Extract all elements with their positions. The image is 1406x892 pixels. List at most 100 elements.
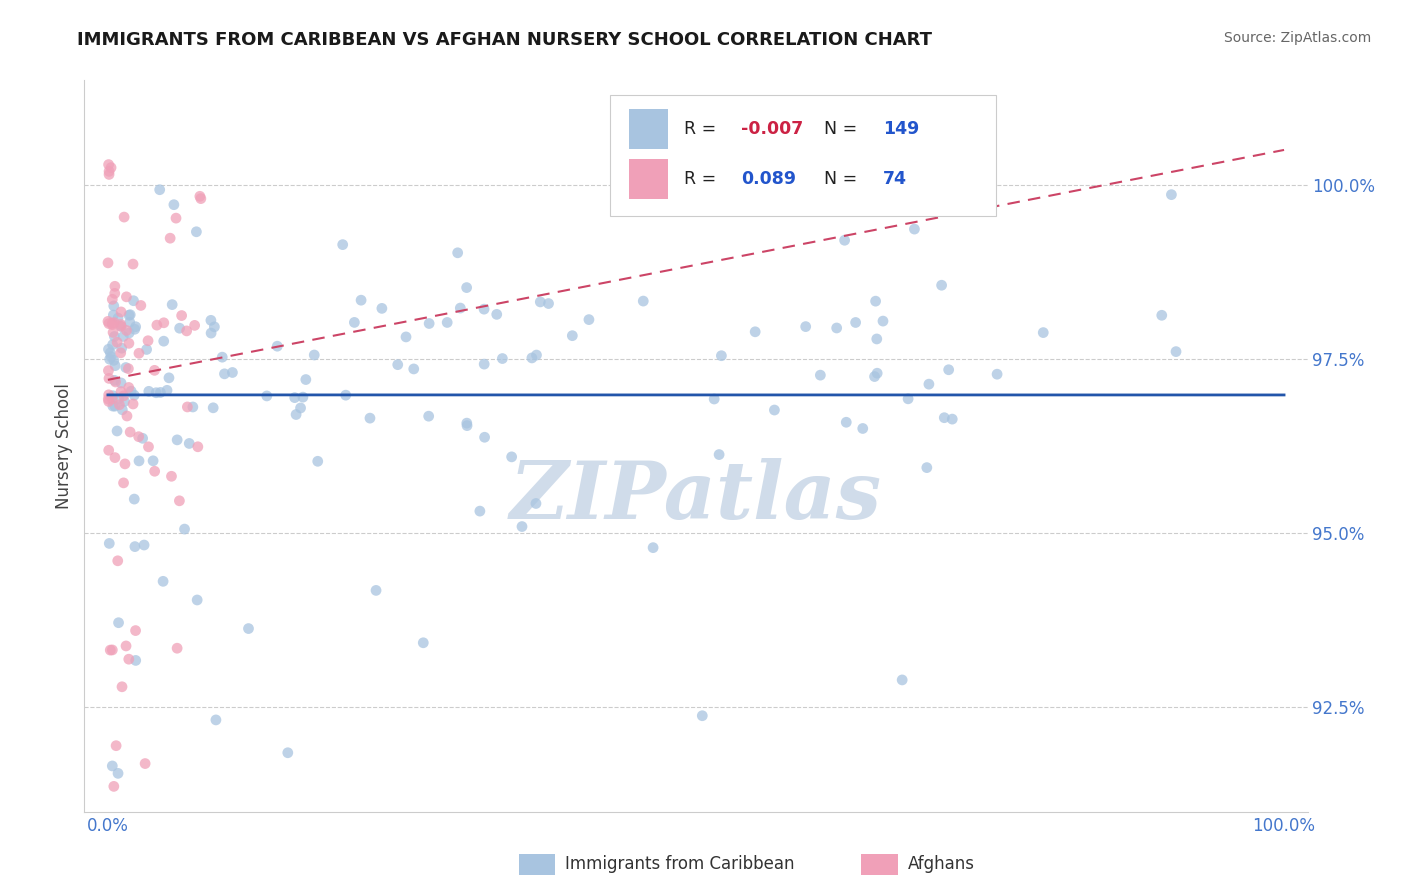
Point [132,538,155,552]
Point [176,400,198,414]
Point [152,334,174,348]
Point [200,326,222,340]
Point [114,394,136,409]
Point [183,318,205,333]
Point [107,615,129,630]
Point [110,305,132,319]
Point [97,317,120,331]
Text: ZIPatlas: ZIPatlas [510,458,882,536]
Point [124,492,146,507]
Point [744,325,766,339]
FancyBboxPatch shape [628,109,668,149]
Point [794,319,817,334]
Point [101,399,124,413]
Point [364,583,387,598]
Point [472,357,495,371]
Text: 0.089: 0.089 [741,170,796,188]
Point [98,168,121,182]
Point [891,673,914,687]
Point [436,316,458,330]
Point [866,366,889,380]
Point [115,323,138,337]
Point [101,389,124,403]
Point [205,713,228,727]
Point [110,376,132,390]
Point [402,362,425,376]
Point [371,301,394,316]
Point [266,339,288,353]
Point [211,350,233,364]
Point [107,554,129,568]
Point [449,301,471,315]
Point [110,318,132,332]
Point [100,161,122,175]
Point [202,319,225,334]
Text: 149: 149 [883,120,920,138]
Point [118,336,141,351]
Point [160,297,183,311]
Point [510,519,533,533]
Point [903,222,925,236]
Point [128,346,150,360]
FancyBboxPatch shape [610,95,995,216]
Point [101,643,124,657]
Point [128,430,150,444]
Point [1164,344,1187,359]
Text: -0.007: -0.007 [741,120,803,138]
Point [290,401,312,415]
Point [1160,187,1182,202]
Point [173,522,195,536]
Point [524,496,547,510]
Point [97,363,120,377]
Point [238,622,260,636]
Point [200,313,222,327]
Point [166,641,188,656]
Point [643,541,665,555]
Point [256,389,278,403]
Point [98,352,121,367]
Point [359,411,381,425]
Point [169,493,191,508]
Point [97,443,120,458]
Point [118,308,141,322]
Point [186,225,208,239]
Text: Afghans: Afghans [908,855,974,873]
Point [97,392,120,406]
Point [112,210,135,224]
Point [110,319,132,334]
Point [529,294,551,309]
FancyBboxPatch shape [628,159,668,199]
Text: N =: N = [824,120,863,138]
Point [136,334,159,348]
Point [485,307,508,321]
Point [156,384,179,398]
Point [104,450,127,465]
Point [101,326,124,340]
Point [103,299,125,313]
Point [110,319,132,334]
Text: R =: R = [683,170,721,188]
Point [118,315,141,329]
Point [98,371,121,385]
Point [105,335,128,350]
Point [474,430,496,444]
Point [117,361,139,376]
Point [176,324,198,338]
Point [138,440,160,454]
Point [852,421,875,435]
Point [97,388,120,402]
Point [111,341,134,355]
Point [111,402,134,417]
Point [120,308,142,322]
Point [129,298,152,312]
Point [456,418,478,433]
Point [501,450,523,464]
Point [146,318,169,332]
Point [124,540,146,554]
Point [118,380,141,394]
Point [166,433,188,447]
Point [115,290,138,304]
Point [124,319,146,334]
Point [107,311,129,326]
Point [104,399,127,413]
